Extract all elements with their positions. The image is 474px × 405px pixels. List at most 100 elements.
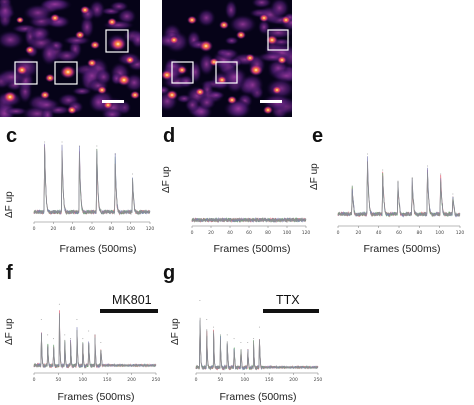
cell <box>177 65 187 75</box>
cell <box>259 13 269 23</box>
cell <box>130 90 140 100</box>
peak-point <box>452 193 454 195</box>
trace-line-3 <box>191 217 307 223</box>
cell-glow <box>251 0 272 9</box>
cell <box>277 55 287 65</box>
cell <box>117 74 131 86</box>
x-tick-label: 100 <box>126 226 135 232</box>
x-tick-label: 120 <box>302 230 311 236</box>
peak-point <box>213 326 215 328</box>
cell-glow <box>32 97 61 112</box>
x-tick-label: 100 <box>79 377 88 383</box>
peak-point <box>47 334 49 336</box>
cell <box>110 37 126 51</box>
micrograph-b-image <box>162 0 292 117</box>
x-tick-label: 250 <box>152 377 161 383</box>
cell-glow <box>63 35 91 46</box>
chart-f-svg: 0 50 100 150 200 250 <box>33 303 161 383</box>
x-tick-label: 50 <box>218 377 224 383</box>
x-tick-label: 80 <box>265 230 271 236</box>
roi-box <box>215 61 238 84</box>
peak-point <box>94 334 96 336</box>
x-tick-label: 120 <box>456 230 465 236</box>
peak-point <box>397 181 399 183</box>
cell <box>263 105 273 115</box>
cell <box>16 16 24 24</box>
roi-box <box>267 29 289 51</box>
panel-letter-c: c <box>6 125 18 147</box>
cell-glow <box>197 94 216 111</box>
peak-point <box>44 141 46 143</box>
peak-point <box>411 177 413 179</box>
trace-line-3 <box>33 313 157 369</box>
ylabel-g: ΔF up <box>170 318 181 345</box>
cell-glow <box>55 49 79 63</box>
cell <box>107 17 117 27</box>
x-tick-label: 20 <box>208 230 214 236</box>
xlabel-e: Frames (500ms) <box>363 243 441 255</box>
x-tick-label: 150 <box>265 377 274 383</box>
cell <box>217 75 227 85</box>
peak-point <box>206 319 208 321</box>
x-tick-label: 60 <box>396 230 402 236</box>
x-tick-label: 200 <box>127 377 136 383</box>
cell <box>227 95 237 105</box>
cell <box>236 30 246 40</box>
cell <box>40 90 50 100</box>
x-tick-label: 50 <box>56 377 62 383</box>
x-tick-label: 20 <box>50 226 56 232</box>
trace-line-3 <box>195 317 319 371</box>
chart-e-svg: 0 20 40 60 80 100 120 <box>337 153 465 236</box>
peak-point <box>233 338 235 340</box>
peak-point <box>96 145 98 147</box>
peak-point <box>53 338 55 340</box>
chart-d: 0 20 40 60 80 100 120 <box>188 134 310 238</box>
cell-glow <box>72 86 92 96</box>
roi-box <box>171 61 194 84</box>
x-tick-label: 0 <box>33 226 36 232</box>
cell-glow <box>40 0 70 11</box>
x-tick-label: 80 <box>416 230 422 236</box>
cell-glow <box>221 66 248 88</box>
x-tick-label: 120 <box>146 226 155 232</box>
x-tick-label: 100 <box>241 377 250 383</box>
peak-point <box>240 341 242 343</box>
cell <box>80 5 90 15</box>
peak-point <box>100 341 102 343</box>
x-tick-label: 40 <box>70 226 76 232</box>
ylabel-c: ΔF up <box>4 191 15 218</box>
panel-letter-f: f <box>6 262 13 284</box>
cell <box>169 35 179 45</box>
xlabel-d: Frames (500ms) <box>213 243 291 255</box>
cell-glow <box>117 8 137 25</box>
cell <box>245 53 255 63</box>
cell <box>266 34 278 46</box>
xlabel-g: Frames (500ms) <box>219 391 297 403</box>
micrograph-b <box>162 0 292 117</box>
peak-point <box>70 338 72 340</box>
cell <box>75 30 85 40</box>
trace-line-3 <box>337 161 461 218</box>
x-tick-label: 100 <box>435 230 444 236</box>
x-tick-label: 60 <box>246 230 252 236</box>
x-tick-label: 60 <box>89 226 95 232</box>
x-tick-label: 80 <box>108 226 114 232</box>
peak-point <box>219 334 221 336</box>
cell <box>16 64 28 76</box>
drug-bar-ttx <box>263 309 319 313</box>
drug-label-mk801: MK801 <box>112 293 152 307</box>
peak-point <box>258 326 260 328</box>
trace-line-2 <box>337 156 461 218</box>
ylabel-f: ΔF up <box>4 318 15 345</box>
chart-g-svg: 0 50 100 150 200 250 <box>195 299 322 383</box>
chart-d-svg: 0 20 40 60 80 100 120 <box>191 216 311 236</box>
cell-glow <box>224 0 238 21</box>
cell <box>272 85 282 95</box>
roi-box <box>105 29 129 53</box>
xlabel-c: Frames (500ms) <box>59 243 137 255</box>
ylabel-e: ΔF up <box>309 163 320 190</box>
peak-point <box>426 165 428 167</box>
cell <box>25 45 35 55</box>
cell <box>166 89 178 101</box>
peak-point <box>440 173 442 175</box>
